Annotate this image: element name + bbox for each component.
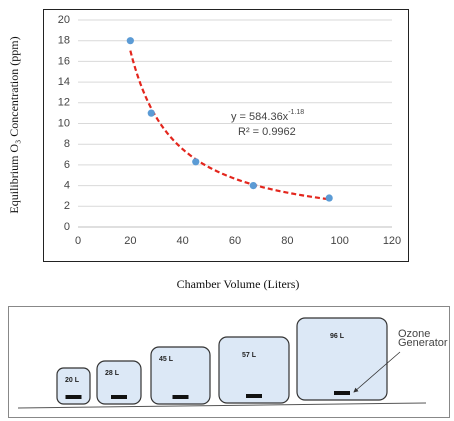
ozone-generator bbox=[111, 395, 127, 399]
containers: 20 L 28 L 45 L 57 L 96 L bbox=[56, 317, 388, 405]
container-label: 96 L bbox=[330, 333, 345, 340]
equation-exponent: -1.18 bbox=[288, 109, 304, 116]
point bbox=[192, 158, 200, 166]
x-tick-label: 100 bbox=[330, 235, 348, 247]
x-tick-label: 20 bbox=[124, 235, 136, 247]
y-tick-label: 6 bbox=[64, 159, 70, 171]
annotation-label: Generator bbox=[398, 337, 448, 349]
container-label: 57 L bbox=[242, 352, 257, 359]
container bbox=[296, 317, 388, 401]
annotation-label: Ozone bbox=[398, 328, 430, 340]
trendline-equation: y = 584.36x-1.18 bbox=[231, 109, 304, 123]
x-tick-label: 80 bbox=[281, 235, 293, 247]
y-tick-label: 4 bbox=[64, 180, 70, 192]
y-tick-label: 10 bbox=[58, 117, 70, 129]
point bbox=[325, 194, 333, 202]
trendline bbox=[129, 50, 330, 201]
point bbox=[249, 182, 257, 190]
r-squared: R² = 0.9962 bbox=[238, 126, 296, 138]
x-axis-label: Chamber Volume (Liters) bbox=[177, 277, 300, 291]
y-tick-label: 0 bbox=[64, 221, 70, 233]
y-tick-label: 18 bbox=[58, 35, 70, 47]
baseline bbox=[17, 402, 427, 409]
y-tick-label: 8 bbox=[64, 138, 70, 150]
y-tick-label: 12 bbox=[58, 97, 70, 109]
container bbox=[56, 367, 91, 405]
equation: y = 584.36x bbox=[231, 111, 289, 123]
container bbox=[218, 336, 290, 404]
y-tick-label: 14 bbox=[58, 76, 70, 88]
x-tick-label: 120 bbox=[383, 235, 401, 247]
container-label: 20 L bbox=[65, 377, 80, 384]
y-tick-label: 2 bbox=[64, 200, 70, 212]
container bbox=[96, 360, 142, 405]
container-label: 28 L bbox=[105, 370, 120, 377]
x-tick-label: 0 bbox=[75, 235, 81, 247]
point bbox=[126, 37, 134, 45]
ozone-generator bbox=[246, 394, 262, 398]
chart-frame bbox=[43, 9, 409, 262]
ozone-generator bbox=[65, 395, 82, 399]
x-tick-label: 40 bbox=[177, 235, 189, 247]
x-tick-label: 60 bbox=[229, 235, 241, 247]
y-axis-label: Equilibrium O₃ Concentration (ppm) bbox=[7, 36, 21, 213]
ozone-generator bbox=[334, 391, 350, 395]
ozone-generator bbox=[172, 395, 189, 399]
point bbox=[147, 109, 155, 117]
container-label: 45 L bbox=[159, 356, 174, 363]
annotation-arrow bbox=[353, 351, 401, 393]
container bbox=[150, 346, 211, 405]
y-tick-label: 20 bbox=[58, 14, 70, 26]
y-tick-label: 16 bbox=[58, 55, 70, 67]
